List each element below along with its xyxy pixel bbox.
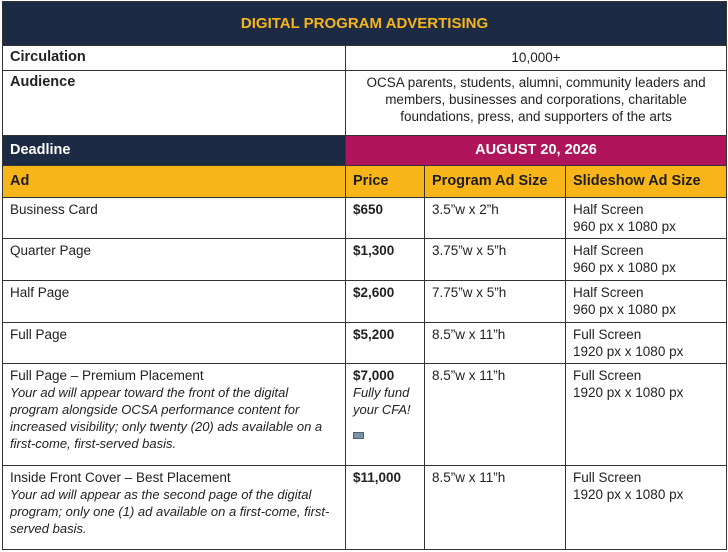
info-value: 10,000+ xyxy=(344,45,728,71)
ad-cell: Half Page xyxy=(2,280,346,323)
ad-row: Half Page $2,600 7.75”w x 5”h Half Screen 96… xyxy=(2,280,728,323)
ad-cell: Full Page – Premium Placement Your ad wil… xyxy=(2,363,346,466)
program-size: 7.75”w x 5”h xyxy=(424,280,566,323)
slideshow-cell: Half Screen 960 px x 1080 px xyxy=(564,280,728,323)
price-cell: $5,200 xyxy=(345,322,425,364)
ad-row: Full Page $5,200 8.5”w x 11”h Full Screen 19… xyxy=(2,322,728,364)
column-header: Slideshow Ad Size xyxy=(564,165,728,198)
ad-description: Your ad will appear toward the front of … xyxy=(10,385,323,451)
price: $1,300 xyxy=(353,243,395,258)
price-cell: $2,600 xyxy=(345,280,425,323)
column-header: Program Ad Size xyxy=(424,165,566,198)
slideshow-size: Full Screen xyxy=(573,327,642,342)
ad-row: Inside Front Cover – Best Placement Your … xyxy=(2,465,728,550)
price: $2,600 xyxy=(353,285,395,300)
price: $7,000 xyxy=(353,368,395,383)
ad-name: Inside Front Cover – Best Placement xyxy=(10,470,231,485)
ad-cell: Inside Front Cover – Best Placement Your … xyxy=(2,465,346,550)
price-cell: $11,000 xyxy=(345,465,425,550)
program-size: 3.5”w x 2”h xyxy=(424,197,566,239)
slideshow-pixels: 960 px x 1080 px xyxy=(573,302,676,317)
ad-row: Business Card $650 3.5”w x 2”h Half Screen 9… xyxy=(2,197,728,239)
price-note: Fully fund your CFA! xyxy=(353,385,411,417)
slideshow-pixels: 960 px x 1080 px xyxy=(573,219,676,234)
ad-cell: Quarter Page xyxy=(2,238,346,281)
ad-cell: Full Page xyxy=(2,322,346,364)
info-label: Audience xyxy=(2,70,346,136)
deadline-date: AUGUST 20, 2026 xyxy=(344,135,728,166)
price: $11,000 xyxy=(353,470,402,485)
price-cell: $1,300 xyxy=(345,238,425,281)
slideshow-cell: Half Screen 960 px x 1080 px xyxy=(564,238,728,281)
ad-name: Full Page – Premium Placement xyxy=(10,368,204,383)
ad-name: Business Card xyxy=(10,202,98,217)
ad-cell: Business Card xyxy=(2,197,346,239)
column-header: Price xyxy=(345,165,425,198)
title: DIGITAL PROGRAM ADVERTISING xyxy=(1,1,728,46)
info-label: Circulation xyxy=(2,45,346,71)
ad-description: Your ad will appear as the second page o… xyxy=(10,487,330,536)
price-cell: $7,000 Fully fund your CFA! xyxy=(345,363,425,466)
slideshow-cell: Full Screen 1920 px x 1080 px xyxy=(564,322,728,364)
ad-row: Full Page – Premium Placement Your ad wil… xyxy=(2,363,728,466)
slideshow-size: Half Screen xyxy=(573,285,644,300)
ad-name: Full Page xyxy=(10,327,68,342)
slideshow-size: Full Screen xyxy=(573,368,642,383)
header-row: Ad Price Program Ad Size Slideshow Ad Size xyxy=(2,165,728,198)
icon xyxy=(353,432,364,439)
price: $5,200 xyxy=(353,327,395,342)
program-size: 8.5”w x 11”h xyxy=(424,363,566,466)
program-size: 8.5”w x 11”h xyxy=(424,322,566,364)
slideshow-size: Full Screen xyxy=(573,470,642,485)
slideshow-pixels: 960 px x 1080 px xyxy=(573,260,676,275)
deadline-label: Deadline xyxy=(2,135,346,166)
slideshow-cell: Full Screen 1920 px x 1080 px xyxy=(564,465,728,550)
program-size: 3.75”w x 5”h xyxy=(424,238,566,281)
slideshow-cell: Half Screen 960 px x 1080 px xyxy=(564,197,728,239)
slideshow-pixels: 1920 px x 1080 px xyxy=(573,344,684,359)
info-value: OCSA parents, students, alumni, communit… xyxy=(344,70,728,136)
ad-name: Half Page xyxy=(10,285,70,300)
price: $650 xyxy=(353,202,384,217)
slideshow-pixels: 1920 px x 1080 px xyxy=(573,487,684,502)
slideshow-size: Half Screen xyxy=(573,202,644,217)
price-cell: $650 xyxy=(345,197,425,239)
column-header: Ad xyxy=(2,165,346,198)
slideshow-size: Half Screen xyxy=(573,243,644,258)
ad-name: Quarter Page xyxy=(10,243,92,258)
slideshow-pixels: 1920 px x 1080 px xyxy=(573,385,684,400)
program-size: 8.5”w x 11”h xyxy=(424,465,566,550)
slideshow-cell: Full Screen 1920 px x 1080 px xyxy=(564,363,728,466)
ad-row: Quarter Page $1,300 3.75”w x 5”h Half Scree… xyxy=(2,238,728,281)
